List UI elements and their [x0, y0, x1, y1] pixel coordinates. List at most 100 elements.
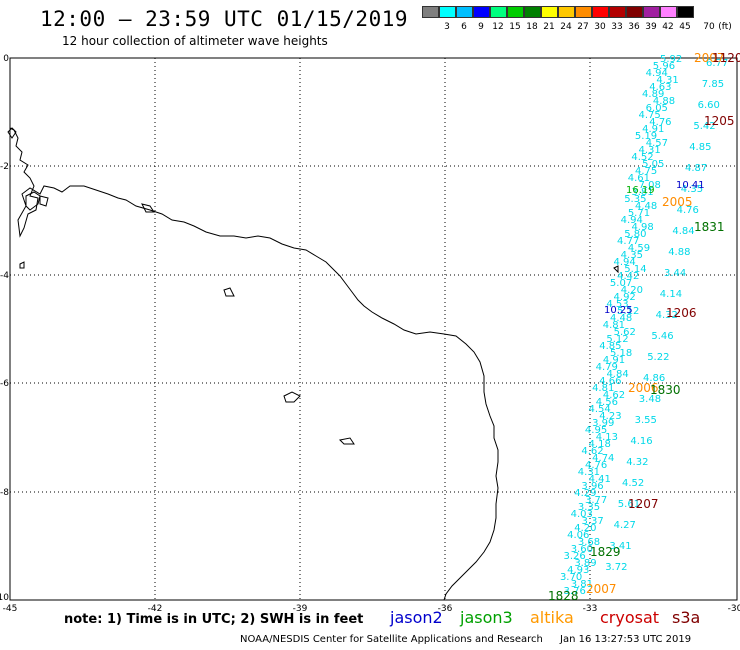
wave-height-value: 10.41: [676, 180, 705, 191]
wave-height-value: 5.71: [628, 208, 650, 219]
lon-tick-label: -42: [148, 604, 163, 614]
wave-height-value: 4.76: [585, 460, 607, 471]
pass-time-label: 1829: [590, 545, 621, 559]
scale-swatch: [456, 6, 473, 18]
scale-swatch: [439, 6, 456, 18]
wave-height-value: 4.85: [599, 341, 621, 352]
scale-label: 3: [444, 22, 450, 32]
wave-height-value: 4.35: [621, 250, 643, 261]
wave-height-value: 4.91: [603, 355, 625, 366]
scale-label: 36: [628, 22, 640, 32]
wave-height-value: 4.88: [653, 96, 675, 107]
wave-height-value: 4.76: [677, 205, 699, 216]
scale-swatch: [524, 6, 541, 18]
scale-swatch: [541, 6, 558, 18]
wave-height-value: 4.77: [617, 236, 639, 247]
scale-label: 33: [611, 22, 623, 32]
wave-height-value: 6.77: [706, 58, 728, 69]
wave-height-value: 4.31: [656, 75, 678, 86]
island: [223, 287, 235, 297]
wave-height-value: 4.31: [639, 145, 661, 156]
wave-height-value: 5.22: [647, 352, 669, 363]
scale-swatch: [507, 6, 524, 18]
wave-height-value: 3.68: [578, 537, 600, 548]
pass-time-label: 2005: [662, 195, 693, 209]
wave-height-value: 4.86: [643, 373, 665, 384]
wave-height-value: 3.55: [635, 415, 657, 426]
scale-label: 27: [577, 22, 589, 32]
pass-time-label: 1830: [650, 383, 681, 397]
wave-height-value: 3.41: [609, 541, 631, 552]
wave-height-value: 4.56: [596, 397, 618, 408]
wave-height-value: 4.91: [642, 124, 664, 135]
wave-height-value: 4.53: [606, 299, 628, 310]
scale-label: 6: [461, 22, 467, 32]
wave-height-value: 10.25: [604, 305, 633, 316]
scale-swatch: [575, 6, 592, 18]
wave-height-value: 3.48: [639, 394, 661, 405]
scale-swatch: [558, 6, 575, 18]
wave-height-value: 5.80: [624, 229, 646, 240]
lon-tick-label: -30: [728, 604, 740, 614]
scale-swatch: [677, 6, 694, 18]
footer-agency: NOAA/NESDIS Center for Satellite Applica…: [240, 634, 543, 645]
lon-tick-label: -39: [293, 604, 308, 614]
island: [141, 203, 155, 213]
wave-height-value: 4.42: [617, 271, 639, 282]
wave-height-value: 4.13: [596, 432, 618, 443]
wave-height-value: 4.66: [599, 376, 621, 387]
wave-height-value: 4.35: [681, 184, 703, 195]
legend-s3a: s3a: [672, 608, 701, 627]
wave-height-value: 4.52: [631, 152, 653, 163]
wave-height-value: 5.18: [610, 348, 632, 359]
lat-tick-label: -6: [0, 379, 9, 389]
wave-height-value: 5.14: [624, 264, 646, 275]
wave-height-value: 4.57: [646, 138, 668, 149]
scale-swatch: [609, 6, 626, 18]
scale-unit-label: (ft): [718, 22, 732, 32]
wave-height-value: 3.35: [578, 502, 600, 513]
wave-height-value: 5.12: [617, 306, 639, 317]
scale-swatch: [592, 6, 609, 18]
lat-tick-label: -10: [0, 593, 9, 603]
scale-label: 9: [478, 22, 484, 32]
island: [19, 261, 25, 269]
wave-height-value: 4.81: [592, 383, 614, 394]
wave-height-value: 4.62: [603, 390, 625, 401]
wave-height-value: 4.87: [685, 163, 707, 174]
wave-height-value: 3.37: [581, 516, 603, 527]
pass-time-label: 1207: [628, 497, 659, 511]
island: [283, 391, 301, 403]
wave-height-value: 7.08: [639, 180, 661, 191]
pass-time-label: 1828: [548, 589, 579, 603]
wave-height-value: 4.18: [589, 439, 611, 450]
lat-tick-label: -4: [0, 271, 9, 281]
scale-label: 18: [526, 22, 538, 32]
map-frame: [9, 57, 738, 601]
wave-height-value: 3.76: [564, 586, 586, 597]
wave-height-value: 4.94: [646, 68, 668, 79]
wave-height-value: 4.59: [628, 243, 650, 254]
pass-time-label: 2007: [694, 51, 725, 65]
wave-height-value: 5.35: [624, 194, 646, 205]
color-scale-labels: 3 6 9 12 15 18 21 24 27 30 33 36 39 42 4…: [422, 22, 740, 34]
scale-label: 42: [662, 22, 674, 32]
scale-swatch: [643, 6, 660, 18]
wave-height-value: 4.06: [567, 530, 589, 541]
wave-height-value: 4.94: [621, 215, 643, 226]
wave-height-value: 4.85: [689, 142, 711, 153]
wave-height-value: 3.81: [571, 579, 593, 590]
pass-time-label: 2006: [628, 381, 659, 395]
scale-label: 39: [645, 22, 657, 32]
wave-height-value: 5.12: [606, 334, 628, 345]
wave-height-value: 4.32: [656, 310, 678, 321]
wave-height-value: 4.16: [630, 436, 652, 447]
wave-height-value: 4.63: [649, 82, 671, 93]
scale-swatch: [490, 6, 507, 18]
wave-height-value: 4.62: [581, 446, 603, 457]
island: [39, 195, 49, 207]
island: [338, 437, 355, 445]
wave-height-value: 4.27: [614, 520, 636, 531]
wave-height-value: 5.42: [693, 121, 715, 132]
wave-height-value: 4.32: [626, 457, 648, 468]
